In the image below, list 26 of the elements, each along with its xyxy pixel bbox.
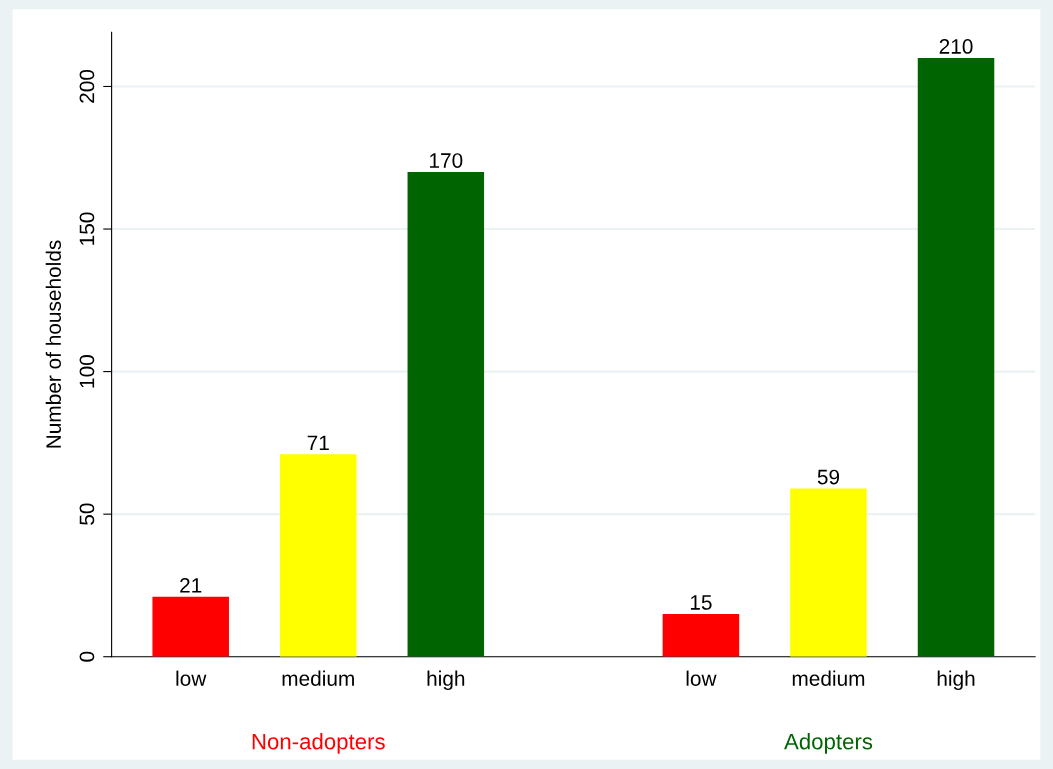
y-tick-label: 0 [79, 651, 95, 662]
data-label: 170 [430, 153, 463, 168]
y-tick-label: 100 [79, 355, 95, 388]
bar [279, 454, 357, 657]
y-tick-label: 200 [79, 69, 95, 103]
data-label: 71 [307, 435, 329, 450]
data-label: 210 [939, 39, 973, 54]
y-tick-label: 50 [79, 503, 95, 525]
bar [662, 613, 740, 657]
bar [790, 488, 867, 657]
x-tick-label: medium [282, 670, 354, 686]
y-tick-label: 150 [79, 212, 95, 245]
bar [407, 172, 485, 657]
text: Non-adopters [252, 733, 385, 754]
x-tick-label: low [176, 670, 207, 686]
data-label: 59 [817, 469, 840, 485]
data-label: 21 [180, 577, 202, 593]
x-tick-label: high [937, 670, 975, 691]
bar [917, 57, 995, 657]
x-tick-label: high [427, 670, 465, 691]
x-tick-label: medium [792, 670, 865, 686]
data-label: 15 [690, 595, 712, 610]
y-axis-title: Number of households [45, 240, 61, 448]
text: Adopters [784, 733, 873, 754]
x-tick-label: low [686, 670, 717, 686]
bar [152, 596, 229, 657]
